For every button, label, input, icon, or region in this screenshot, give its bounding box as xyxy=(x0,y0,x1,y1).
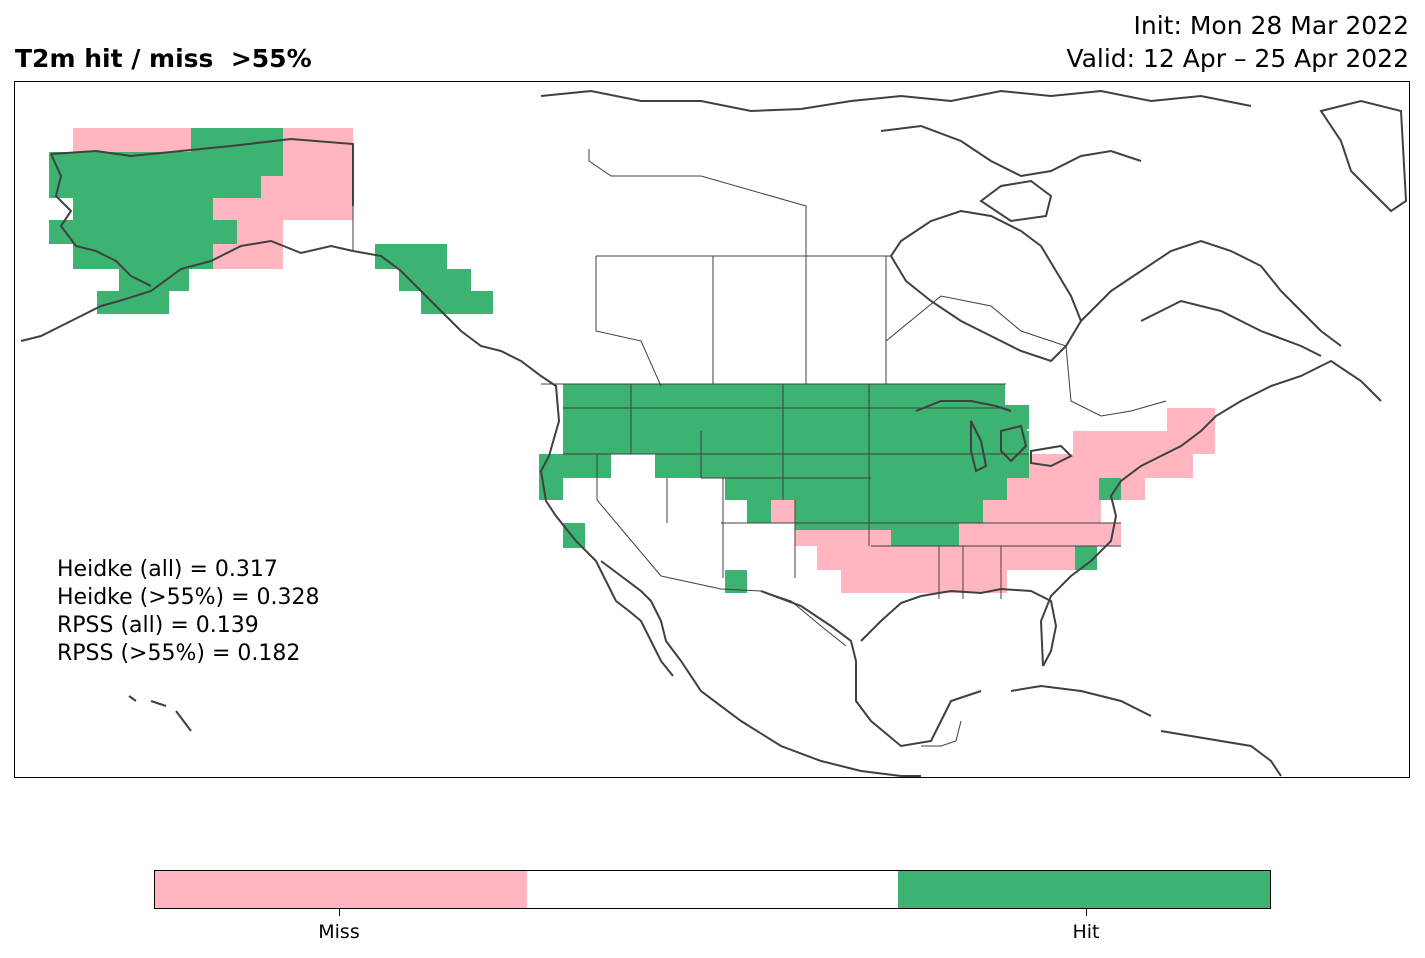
hit-cell xyxy=(563,408,1027,431)
miss-cell xyxy=(1007,478,1099,500)
miss-cell xyxy=(261,176,353,198)
rpss-all: RPSS (all) = 0.139 xyxy=(57,613,259,638)
miss-cell xyxy=(841,570,1007,593)
miss-cell xyxy=(1073,431,1215,454)
miss-cell xyxy=(1029,454,1193,478)
rpss-55: RPSS (>55%) = 0.182 xyxy=(57,641,301,666)
colorbar-miss-segment xyxy=(155,871,527,908)
political-borders xyxy=(352,144,1167,747)
hit-cell xyxy=(795,500,983,523)
coastlines xyxy=(20,89,1408,777)
miss-cell xyxy=(983,500,1101,523)
colorbar-tick-miss xyxy=(339,909,340,916)
map-title: T2m hit / miss >55% xyxy=(15,44,312,73)
conus-miss-cells xyxy=(771,408,1215,593)
forecast-dates: Init: Mon 28 Mar 2022 Valid: 12 Apr – 25… xyxy=(1066,9,1409,75)
hit-cell xyxy=(97,291,169,314)
hit-cell xyxy=(747,500,771,523)
alaska-cells xyxy=(49,128,353,314)
miss-cell xyxy=(771,500,795,523)
hit-cell xyxy=(375,244,447,269)
map-panel xyxy=(14,81,1410,778)
miss-cell xyxy=(959,523,1121,546)
heidke-55: Heidke (>55%) = 0.328 xyxy=(57,585,320,610)
heidke-all: Heidke (all) = 0.317 xyxy=(57,557,278,582)
colorbar-label-miss: Miss xyxy=(318,921,360,943)
miss-cell xyxy=(1121,478,1145,500)
valid-period: Valid: 12 Apr – 25 Apr 2022 xyxy=(1066,44,1409,73)
miss-cell xyxy=(795,530,891,546)
colorbar-neutral-segment xyxy=(526,871,899,908)
miss-cell xyxy=(817,546,1075,570)
miss-cell xyxy=(1167,408,1215,431)
miss-cell xyxy=(73,128,191,152)
miss-cell xyxy=(213,198,353,220)
colorbar-tick-hit xyxy=(1086,909,1087,916)
colorbar xyxy=(154,870,1271,909)
hit-cell xyxy=(539,454,611,478)
hit-cell xyxy=(49,152,283,176)
hit-cell xyxy=(49,176,261,198)
hit-cell xyxy=(73,198,213,220)
hit-cell xyxy=(563,523,585,548)
hit-cell xyxy=(655,454,1029,478)
hit-cell xyxy=(563,384,1005,408)
verification-stats: Heidke (all) = 0.317 Heidke (>55%) = 0.3… xyxy=(57,556,320,668)
colorbar-hit-segment xyxy=(898,871,1271,908)
miss-cell xyxy=(213,244,283,269)
hit-cell xyxy=(725,570,747,593)
hit-cell xyxy=(399,269,471,291)
miss-cell xyxy=(283,152,353,176)
hit-cell xyxy=(119,269,189,291)
miss-cell xyxy=(237,220,283,244)
hit-cell xyxy=(725,478,1007,500)
hit-cell xyxy=(73,244,213,269)
map-canvas xyxy=(20,89,1408,777)
hit-cell xyxy=(1099,478,1121,500)
hit-cell xyxy=(563,431,1029,454)
init-date: Init: Mon 28 Mar 2022 xyxy=(1133,11,1410,40)
colorbar-label-hit: Hit xyxy=(1072,921,1100,943)
hit-cell xyxy=(1075,546,1097,570)
hit-cell xyxy=(49,220,237,244)
